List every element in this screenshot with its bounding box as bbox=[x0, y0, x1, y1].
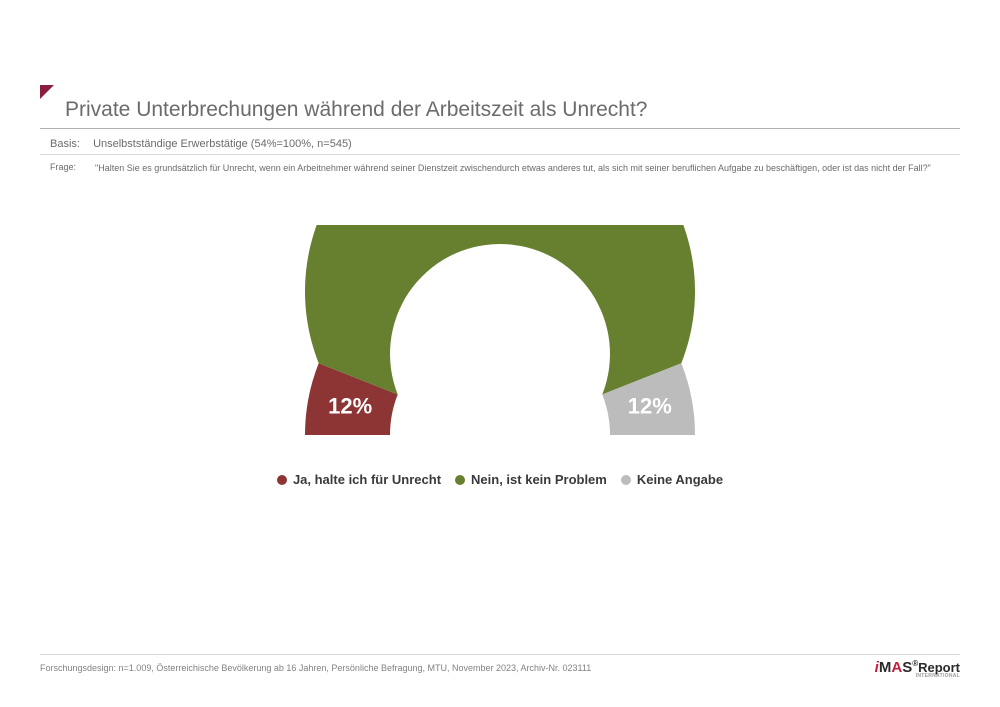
legend-item-1: Nein, ist kein Problem bbox=[455, 472, 607, 487]
footer-text: Forschungsdesign: n=1.009, Österreichisc… bbox=[40, 663, 591, 673]
basis-text: Unselbstständige Erwerbstätige (54%=100%… bbox=[93, 138, 352, 150]
legend-item-2: Keine Angabe bbox=[621, 472, 723, 487]
header-triangle bbox=[40, 85, 54, 99]
chart-legend: Ja, halte ich für Unrecht Nein, ist kein … bbox=[277, 472, 723, 487]
footer-divider bbox=[40, 654, 960, 655]
donut-label-0: 12% bbox=[328, 393, 372, 418]
donut-label-2: 12% bbox=[628, 393, 672, 418]
title-divider bbox=[40, 128, 960, 129]
frage-label: Frage: bbox=[50, 162, 95, 174]
brand-logo: iMAS®Report INTERNATIONAL bbox=[875, 659, 960, 679]
basis-row: Basis: Unselbstständige Erwerbstätige (5… bbox=[50, 138, 352, 150]
legend-dot-icon bbox=[455, 475, 465, 485]
donut-label-1: 76% bbox=[478, 270, 522, 295]
legend-label: Keine Angabe bbox=[637, 472, 723, 487]
basis-label: Basis: bbox=[50, 138, 90, 150]
chart-container: 12% 76% 12% Ja, halte ich für Unrecht Nein,… bbox=[0, 225, 1000, 487]
legend-dot-icon bbox=[277, 475, 287, 485]
legend-item-0: Ja, halte ich für Unrecht bbox=[277, 472, 441, 487]
basis-divider bbox=[40, 154, 960, 155]
legend-dot-icon bbox=[621, 475, 631, 485]
frage-text: "Halten Sie es grundsätzlich für Unrecht… bbox=[95, 162, 960, 174]
page-title: Private Unterbrechungen während der Arbe… bbox=[65, 98, 647, 122]
frage-row: Frage: "Halten Sie es grundsätzlich für … bbox=[50, 162, 960, 174]
legend-label: Ja, halte ich für Unrecht bbox=[293, 472, 441, 487]
donut-segment-1 bbox=[305, 225, 695, 395]
semi-donut-chart: 12% 76% 12% bbox=[285, 225, 715, 450]
legend-label: Nein, ist kein Problem bbox=[471, 472, 607, 487]
